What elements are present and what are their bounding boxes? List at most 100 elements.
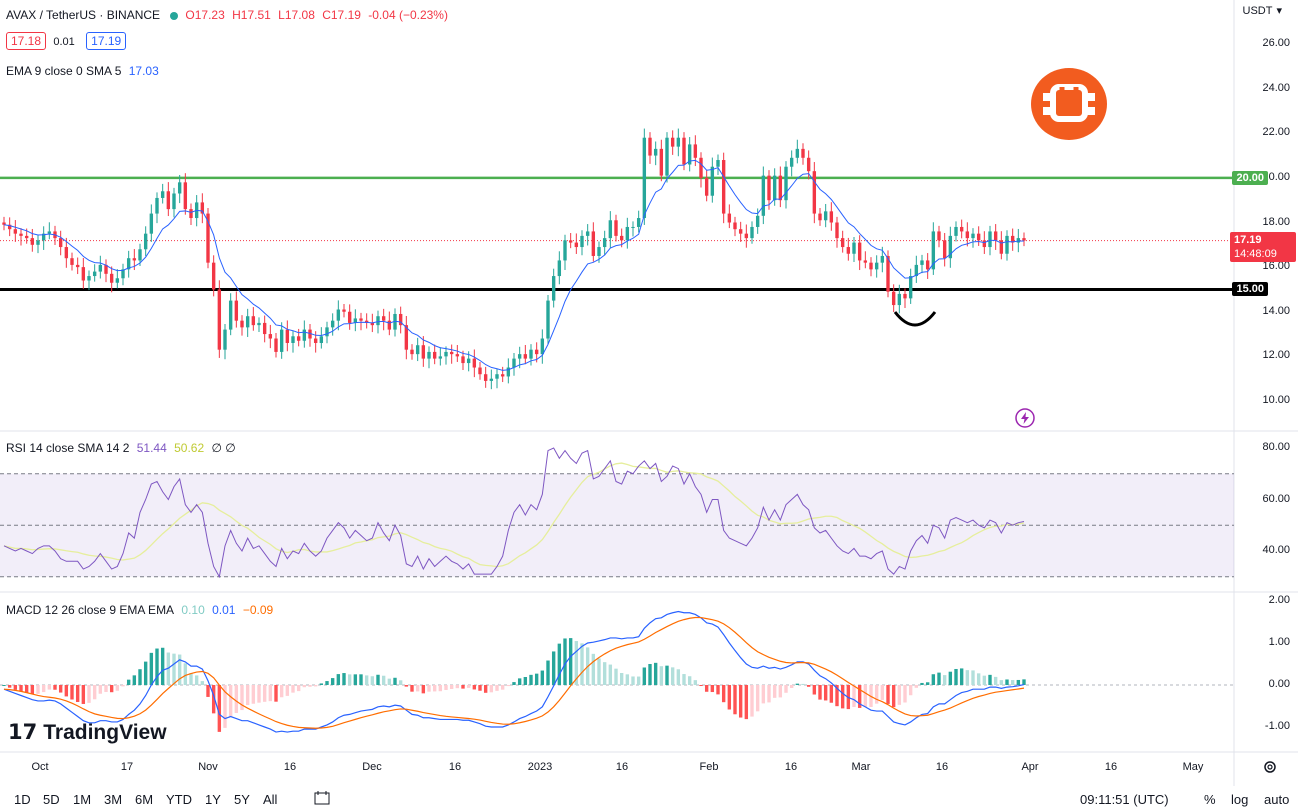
bid-button[interactable]: 17.18 xyxy=(6,32,47,50)
candle-body xyxy=(954,226,958,236)
rsi-label: RSI 14 close SMA 14 2 xyxy=(6,441,130,455)
macd-histogram-bar xyxy=(744,685,749,720)
candle-body xyxy=(676,137,681,147)
timeframe-button[interactable]: 5Y xyxy=(234,792,250,807)
macd-histogram-bar xyxy=(81,685,86,704)
macd-histogram-bar xyxy=(959,668,964,685)
timeframe-button[interactable]: 5D xyxy=(43,792,60,807)
price-axis-label: 22.00 xyxy=(1262,126,1290,139)
candle-body xyxy=(631,226,635,228)
candle-body xyxy=(914,264,919,277)
candle-body xyxy=(98,264,103,272)
macd-histogram-bar xyxy=(750,685,754,717)
macd-histogram-bar xyxy=(574,641,579,685)
candle-body xyxy=(211,262,216,290)
candle-body xyxy=(308,329,312,339)
ema-legend[interactable]: EMA 9 close 0 SMA 5 17.03 xyxy=(6,64,163,78)
candle-body xyxy=(818,213,822,221)
timeframe-button[interactable]: 1D xyxy=(14,792,31,807)
macd-histogram-bar xyxy=(444,685,448,690)
utc-clock[interactable]: 09:11:51 (UTC) xyxy=(1080,792,1169,807)
candle-body xyxy=(47,231,52,234)
macd-histogram-bar xyxy=(364,675,369,685)
timeframe-button[interactable]: All xyxy=(263,792,278,807)
macd-histogram-bar xyxy=(455,685,460,689)
percent-toggle[interactable]: % xyxy=(1204,792,1216,807)
auto-toggle[interactable]: auto xyxy=(1264,792,1290,807)
candle-body xyxy=(291,336,295,343)
macd-histogram-bar xyxy=(534,673,539,685)
candle-body xyxy=(274,338,278,352)
macd-histogram-bar xyxy=(325,681,329,685)
ask-button[interactable]: 17.19 xyxy=(86,32,127,50)
macd-histogram-bar xyxy=(517,678,522,685)
symbol-header: AVAX / TetherUS · BINANCE O17.23 H17.51 … xyxy=(6,8,452,22)
macd-histogram-bar xyxy=(217,685,222,732)
rsi-value: 51.44 xyxy=(136,441,167,455)
macd-histogram-bar xyxy=(942,675,947,685)
macd-histogram-bar xyxy=(223,685,227,728)
macd-histogram-bar xyxy=(755,685,760,712)
macd-axis-label: -1.00 xyxy=(1264,720,1290,732)
macd-histogram-bar xyxy=(801,683,805,685)
macd-histogram-bar xyxy=(999,680,1004,685)
candle-body xyxy=(869,262,873,270)
date-range-calendar-icon[interactable] xyxy=(314,791,332,805)
macd-histogram-bar xyxy=(489,685,494,693)
candle-body xyxy=(376,316,380,326)
candle-body xyxy=(245,316,250,328)
macd-histogram-bar xyxy=(483,685,488,693)
macd-histogram-bar xyxy=(495,685,499,691)
candle-body xyxy=(381,316,386,321)
macd-histogram-bar xyxy=(262,685,267,702)
macd-histogram-bar xyxy=(540,670,545,685)
macd-histogram-bar xyxy=(733,685,737,715)
time-axis-label: 16 xyxy=(935,761,949,773)
candle-body xyxy=(325,327,329,337)
candle-body xyxy=(908,276,913,299)
ema-label: EMA 9 close 0 SMA 5 xyxy=(6,64,122,78)
candle-body xyxy=(1005,235,1009,254)
bar-countdown: 14:48:09 xyxy=(1234,248,1277,260)
macd-histogram-bar xyxy=(449,685,454,689)
candle-body xyxy=(551,276,556,301)
candle-body xyxy=(268,334,273,339)
currency-label: USDT xyxy=(1242,5,1273,17)
macd-histogram-bar xyxy=(285,685,290,696)
macd-histogram-bar xyxy=(704,685,709,692)
candle-body xyxy=(36,240,40,245)
macd-histogram-bar xyxy=(1016,679,1021,685)
candle-body xyxy=(370,322,375,326)
log-toggle[interactable]: log xyxy=(1231,792,1249,807)
price-axis-label: 20.00 xyxy=(1262,170,1290,183)
candle-body xyxy=(563,240,567,261)
macd-histogram-bar xyxy=(625,674,630,685)
timeframe-button[interactable]: YTD xyxy=(166,792,192,807)
symbol-title[interactable]: AVAX / TetherUS · BINANCE xyxy=(6,8,161,22)
rsi-axis-label: 80.00 xyxy=(1262,441,1290,453)
timeframe-button[interactable]: 3M xyxy=(104,792,123,807)
timeframe-button[interactable]: 1Y xyxy=(205,792,221,807)
timeframe-button[interactable]: 1M xyxy=(73,792,92,807)
candle-body xyxy=(466,358,471,364)
settings-gear-icon[interactable] xyxy=(1262,759,1278,775)
candle-body xyxy=(727,213,732,223)
last-price-value: 17.19 xyxy=(1234,234,1262,246)
candle-body xyxy=(965,231,970,239)
macd-legend[interactable]: MACD 12 26 close 9 EMA EMA 0.10 0.01 −0.… xyxy=(6,603,277,617)
timeframe-button[interactable]: 6M xyxy=(135,792,154,807)
time-axis-label: 16 xyxy=(615,761,629,773)
macd-histogram-bar xyxy=(234,685,239,713)
rsi-legend[interactable]: RSI 14 close SMA 14 2 51.44 50.62 ∅ ∅ xyxy=(6,441,240,455)
macd-histogram-bar xyxy=(954,668,958,685)
currency-selector[interactable]: USDT ▾ xyxy=(1243,4,1286,17)
candle-body xyxy=(687,144,692,165)
macd-histogram-bar xyxy=(438,685,443,692)
candle-body xyxy=(897,293,902,306)
macd-histogram-bar xyxy=(937,672,941,685)
chevron-down-icon: ▾ xyxy=(1276,5,1282,17)
lightning-icon[interactable] xyxy=(1015,408,1035,428)
spread-value: 0.01 xyxy=(53,36,75,48)
resistance-price-tag: 20.00 xyxy=(1232,171,1268,185)
